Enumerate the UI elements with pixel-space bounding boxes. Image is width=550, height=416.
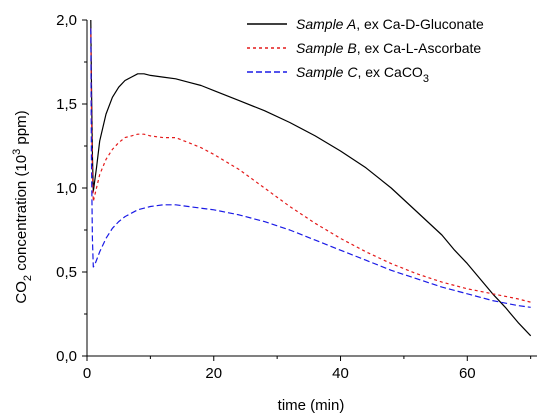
x-tick-label: 40 <box>332 365 349 382</box>
plot-series <box>90 19 532 337</box>
y-tick-label: 1,0 <box>56 180 77 197</box>
series-line-a <box>90 19 532 337</box>
x-tick-label: 20 <box>205 365 222 382</box>
y-tick-label: 2,0 <box>56 12 77 29</box>
y-axis-title-prefix: CO <box>13 281 30 304</box>
series-line-b <box>90 28 531 303</box>
y-tick-label: 1,5 <box>56 96 77 113</box>
legend-label-b: Sample B, ex Ca-L-Ascorbate <box>296 40 481 56</box>
legend-label-c: Sample C, ex CaCO3 <box>296 64 429 85</box>
axis-titles: time (min) CO2 concentration (103 ppm) <box>11 110 344 414</box>
legend-label-subscript: 3 <box>423 73 429 85</box>
legend-label-sample: Sample B <box>296 40 357 56</box>
legend-label-source: , ex Ca-L-Ascorbate <box>357 40 482 56</box>
y-axis-title-superscript: 3 <box>11 149 23 155</box>
y-axis-title-suffix: ppm) <box>13 110 30 148</box>
x-tick-label: 0 <box>83 365 91 382</box>
legend-label-sample: Sample C <box>296 64 358 80</box>
y-tick-label: 0,0 <box>56 348 77 365</box>
y-tick-label: 0,5 <box>56 264 77 281</box>
legend-label-source: , ex Ca-D-Gluconate <box>356 16 484 32</box>
legend-label-source: , ex CaCO <box>357 64 422 80</box>
legend-label-a: Sample A, ex Ca-D-Gluconate <box>296 16 484 32</box>
y-axis-title-subscript: 2 <box>22 275 34 281</box>
y-axis-title-middle: concentration (10 <box>13 155 30 275</box>
x-axis-title: time (min) <box>278 397 345 414</box>
axes: 0,0 0,5 1,0 1,5 2,0 0 20 40 60 <box>56 12 537 382</box>
x-tick-label: 60 <box>459 365 476 382</box>
y-axis-title: CO2 concentration (103 ppm) <box>11 110 34 303</box>
legend-label-sample: Sample A <box>296 16 356 32</box>
